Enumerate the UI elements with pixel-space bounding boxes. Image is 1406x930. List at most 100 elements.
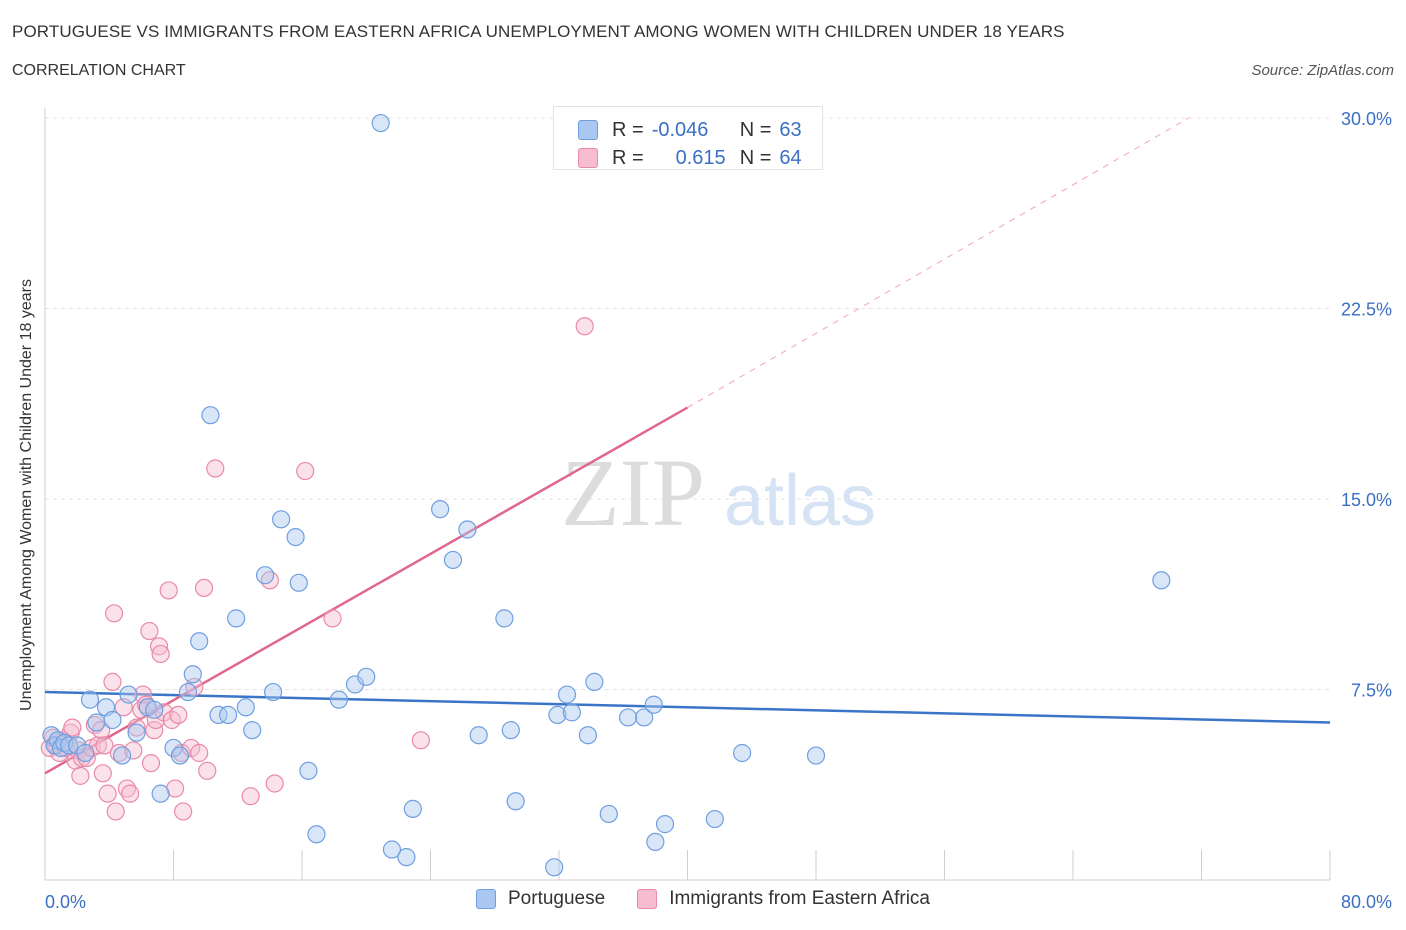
point-eastern-africa[interactable]: [194, 578, 214, 598]
point-portuguese[interactable]: [644, 695, 663, 714]
point-portuguese[interactable]: [329, 690, 349, 709]
point-portuguese[interactable]: [655, 815, 675, 834]
point-portuguese[interactable]: [87, 713, 106, 732]
stats-legend: R = -0.046 N = 63 R = 0.615 N = 64: [553, 106, 823, 170]
y-tick-label: 22.5%: [1341, 300, 1392, 320]
point-portuguese[interactable]: [431, 500, 450, 519]
point-portuguese[interactable]: [495, 609, 514, 628]
point-portuguese[interactable]: [458, 520, 477, 539]
point-portuguese[interactable]: [183, 665, 202, 684]
legend-item-eastern-africa[interactable]: Immigrants from Eastern Africa: [637, 888, 930, 910]
point-eastern-africa[interactable]: [149, 637, 169, 656]
point-portuguese[interactable]: [403, 799, 422, 818]
legend-label-portuguese: Portuguese: [508, 888, 606, 909]
point-eastern-africa[interactable]: [93, 764, 112, 783]
point-portuguese[interactable]: [178, 682, 198, 702]
point-portuguese[interactable]: [263, 682, 283, 702]
eastern-africa-points: [40, 317, 594, 821]
point-eastern-africa[interactable]: [265, 774, 284, 793]
point-portuguese[interactable]: [733, 743, 752, 763]
point-eastern-africa[interactable]: [127, 718, 146, 737]
point-portuguese[interactable]: [545, 858, 564, 877]
point-eastern-africa[interactable]: [206, 459, 225, 478]
point-eastern-africa[interactable]: [121, 784, 140, 803]
point-portuguese[interactable]: [357, 667, 376, 686]
legend-item-portuguese[interactable]: Portuguese: [476, 888, 605, 910]
point-eastern-africa[interactable]: [124, 741, 143, 760]
point-portuguese[interactable]: [243, 721, 262, 740]
point-eastern-africa[interactable]: [98, 784, 117, 803]
point-eastern-africa[interactable]: [323, 609, 342, 628]
point-portuguese[interactable]: [209, 705, 228, 725]
point-portuguese[interactable]: [286, 527, 305, 547]
point-eastern-africa[interactable]: [106, 802, 125, 821]
point-portuguese[interactable]: [548, 705, 567, 725]
point-portuguese[interactable]: [80, 690, 100, 709]
point-portuguese[interactable]: [307, 825, 326, 844]
point-portuguese[interactable]: [443, 550, 463, 570]
point-eastern-africa[interactable]: [166, 779, 185, 798]
point-portuguese[interactable]: [585, 672, 604, 691]
point-portuguese[interactable]: [219, 705, 238, 725]
point-portuguese[interactable]: [112, 746, 132, 765]
point-eastern-africa[interactable]: [103, 672, 122, 691]
point-eastern-africa[interactable]: [109, 743, 128, 763]
point-portuguese[interactable]: [599, 804, 618, 824]
point-portuguese[interactable]: [151, 784, 170, 803]
n-value-eastern-africa: 64: [779, 146, 802, 169]
point-eastern-africa[interactable]: [117, 779, 137, 798]
trendline-eastern-africa-extension: [687, 117, 1189, 409]
point-portuguese[interactable]: [635, 708, 654, 727]
point-portuguese[interactable]: [164, 738, 183, 758]
point-portuguese[interactable]: [289, 573, 308, 592]
point-eastern-africa[interactable]: [151, 644, 170, 664]
point-portuguese[interactable]: [562, 703, 581, 722]
point-portuguese[interactable]: [506, 792, 525, 811]
point-eastern-africa[interactable]: [411, 731, 430, 750]
point-portuguese[interactable]: [469, 726, 488, 745]
y-tick-label: 15.0%: [1341, 490, 1392, 510]
eastern-africa-swatch: [578, 148, 598, 168]
point-portuguese[interactable]: [76, 743, 95, 763]
point-portuguese[interactable]: [501, 721, 520, 740]
point-eastern-africa[interactable]: [260, 571, 279, 590]
point-portuguese[interactable]: [145, 700, 164, 719]
point-portuguese[interactable]: [272, 510, 291, 529]
point-eastern-africa[interactable]: [198, 761, 217, 780]
point-eastern-africa[interactable]: [174, 802, 193, 821]
point-eastern-africa[interactable]: [190, 743, 209, 763]
point-eastern-africa[interactable]: [71, 766, 90, 785]
point-portuguese[interactable]: [127, 723, 146, 742]
point-portuguese[interactable]: [382, 840, 402, 859]
point-portuguese[interactable]: [236, 698, 255, 717]
point-eastern-africa[interactable]: [95, 736, 114, 755]
point-portuguese[interactable]: [705, 809, 724, 829]
point-eastern-africa[interactable]: [141, 754, 161, 773]
point-portuguese[interactable]: [119, 685, 138, 704]
point-portuguese[interactable]: [397, 848, 416, 867]
point-portuguese[interactable]: [299, 761, 318, 780]
point-eastern-africa[interactable]: [169, 705, 188, 725]
point-portuguese[interactable]: [190, 632, 209, 651]
point-eastern-africa[interactable]: [296, 461, 315, 481]
point-portuguese[interactable]: [227, 609, 246, 628]
point-portuguese[interactable]: [557, 685, 577, 704]
point-eastern-africa[interactable]: [140, 621, 159, 641]
point-eastern-africa[interactable]: [241, 787, 260, 806]
series-legend: Portuguese Immigrants from Eastern Afric…: [0, 888, 1406, 910]
point-portuguese[interactable]: [201, 406, 220, 425]
point-portuguese[interactable]: [578, 726, 598, 745]
point-eastern-africa[interactable]: [159, 581, 178, 600]
point-portuguese[interactable]: [806, 746, 826, 765]
point-portuguese[interactable]: [255, 566, 275, 585]
point-portuguese[interactable]: [371, 113, 390, 133]
point-portuguese[interactable]: [1152, 571, 1171, 590]
point-portuguese[interactable]: [103, 710, 122, 730]
x-tick-label-min: 0.0%: [45, 892, 86, 912]
point-portuguese[interactable]: [646, 832, 665, 852]
point-portuguese[interactable]: [618, 708, 638, 727]
point-eastern-africa[interactable]: [63, 718, 82, 737]
point-eastern-africa[interactable]: [575, 317, 594, 336]
point-eastern-africa[interactable]: [104, 604, 124, 623]
point-portuguese[interactable]: [170, 746, 190, 765]
